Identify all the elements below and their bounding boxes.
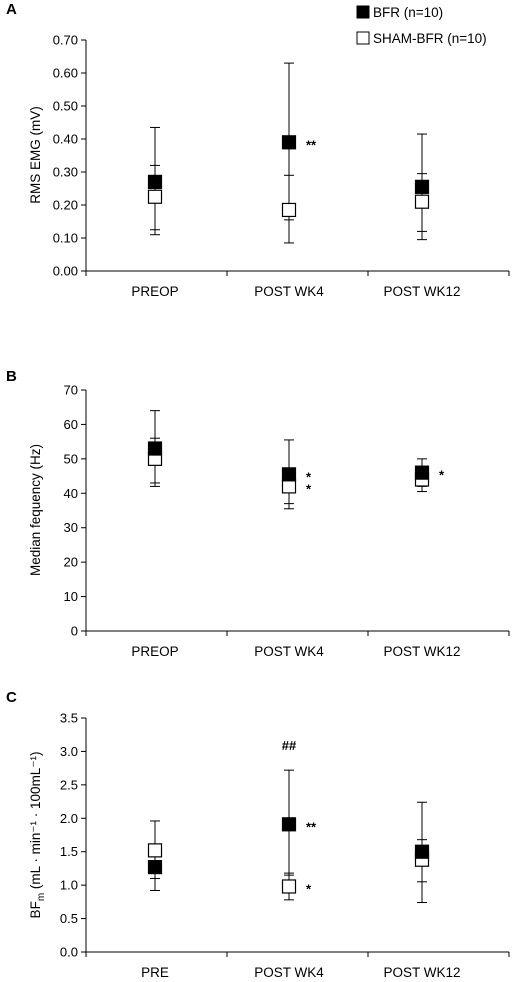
- x-tick-label: POST WK12: [383, 644, 460, 659]
- significance-annotation: *: [306, 481, 312, 496]
- significance-annotation: *: [439, 468, 445, 483]
- y-tick-label: 0.50: [53, 99, 78, 114]
- y-tick-label: 0.0: [60, 945, 78, 960]
- x-tick-label: PREOP: [131, 644, 178, 659]
- y-tick-label: 0.5: [60, 911, 78, 926]
- y-tick-label: 1.0: [60, 878, 78, 893]
- y-tick-label: 60: [64, 417, 78, 432]
- data-point-bfr: [147, 441, 163, 456]
- y-tick-label: 70: [64, 383, 78, 398]
- x-tick-label: POST WK4: [254, 644, 324, 659]
- data-point-sham: [414, 194, 430, 209]
- legend-marker-sham: [356, 31, 370, 45]
- y-tick-label: 3.0: [60, 744, 78, 759]
- y-tick-label: 0.30: [53, 165, 78, 180]
- significance-annotation: *: [306, 881, 312, 896]
- x-tick-label: POST WK12: [383, 965, 460, 980]
- y-tick-label: 2.5: [60, 777, 78, 792]
- data-point-bfr: [414, 465, 430, 480]
- y-tick-label: 20: [64, 555, 78, 570]
- data-point-sham: [147, 189, 163, 204]
- chart-panel-b: B 0 10 20 30 40 50 60 70 PREOP POST WK4 POST WK12 Me…: [6, 368, 510, 659]
- y-tick-label: 1.5: [60, 844, 78, 859]
- significance-annotation: **: [306, 137, 317, 152]
- y-axis-label-main: Median fequency (Hz): [28, 444, 43, 576]
- y-tick-label: 0.10: [53, 231, 78, 246]
- data-point-bfr: [281, 135, 297, 150]
- data-point-bfr: [414, 179, 430, 194]
- y-axis-label: BFm (mL · min⁻¹ · 100mL⁻¹): [28, 752, 47, 919]
- data-point-bfr: [147, 859, 163, 875]
- data-point-sham: [281, 479, 297, 494]
- y-axis-label: Median fequency (Hz): [28, 444, 43, 576]
- x-tick-label: POST WK4: [254, 284, 324, 299]
- x-tick-label: PREOP: [131, 284, 178, 299]
- y-tick-label: 0.00: [53, 264, 78, 279]
- y-tick-label: 2.0: [60, 811, 78, 826]
- y-axis-label: RMS EMG (mV): [28, 106, 43, 204]
- data-point-sham: [281, 879, 297, 894]
- legend-marker-bfr: [356, 5, 370, 19]
- y-tick-label: 0.20: [53, 198, 78, 213]
- y-tick-label: 10: [64, 589, 78, 604]
- y-axis-label-units: (mL · min⁻¹ · 100mL⁻¹): [28, 752, 43, 893]
- y-axis-label-main: BF: [28, 901, 43, 918]
- y-axis-label-subscript: m: [36, 893, 47, 901]
- legend-label-bfr: BFR (n=10): [373, 5, 443, 20]
- chart-panel-a: A 0.00 0.10 0.20 0.30 0.40 0.50 0.60 0.70 PREOP PO…: [6, 1, 510, 299]
- x-tick-label: POST WK12: [383, 284, 460, 299]
- y-tick-label: 3.5: [60, 711, 78, 726]
- y-axis-label-main: RMS EMG (mV): [28, 106, 43, 204]
- y-tick-label: 30: [64, 520, 78, 535]
- panel-label: B: [6, 368, 17, 385]
- data-point-bfr: [281, 817, 297, 832]
- data-point-bfr: [414, 844, 430, 859]
- chart-panel-c: C 0.0 0.5 1.0 1.5 2.0 2.5 3.0 3.5 PRE POST WK4 POST…: [6, 689, 510, 980]
- y-tick-label: 0.60: [53, 66, 78, 81]
- y-tick-label: 0.70: [53, 33, 78, 48]
- legend: BFR (n=10) SHAM-BFR (n=10): [356, 5, 487, 46]
- x-tick-label: POST WK4: [254, 965, 324, 980]
- significance-annotation: **: [306, 819, 317, 834]
- data-point-sham: [281, 202, 297, 218]
- legend-label-sham: SHAM-BFR (n=10): [373, 31, 487, 46]
- significance-annotation: ##: [282, 738, 297, 753]
- y-tick-label: 50: [64, 451, 78, 466]
- x-tick-label: PRE: [141, 965, 169, 980]
- panel-label: A: [6, 1, 17, 18]
- y-tick-label: 0: [71, 624, 78, 639]
- significance-annotation: *: [306, 469, 312, 484]
- data-point-bfr: [281, 467, 297, 482]
- data-point-bfr: [147, 174, 163, 189]
- data-point-sham: [147, 843, 163, 858]
- y-tick-label: 0.40: [53, 132, 78, 147]
- panel-label: C: [6, 689, 17, 706]
- y-tick-label: 40: [64, 486, 78, 501]
